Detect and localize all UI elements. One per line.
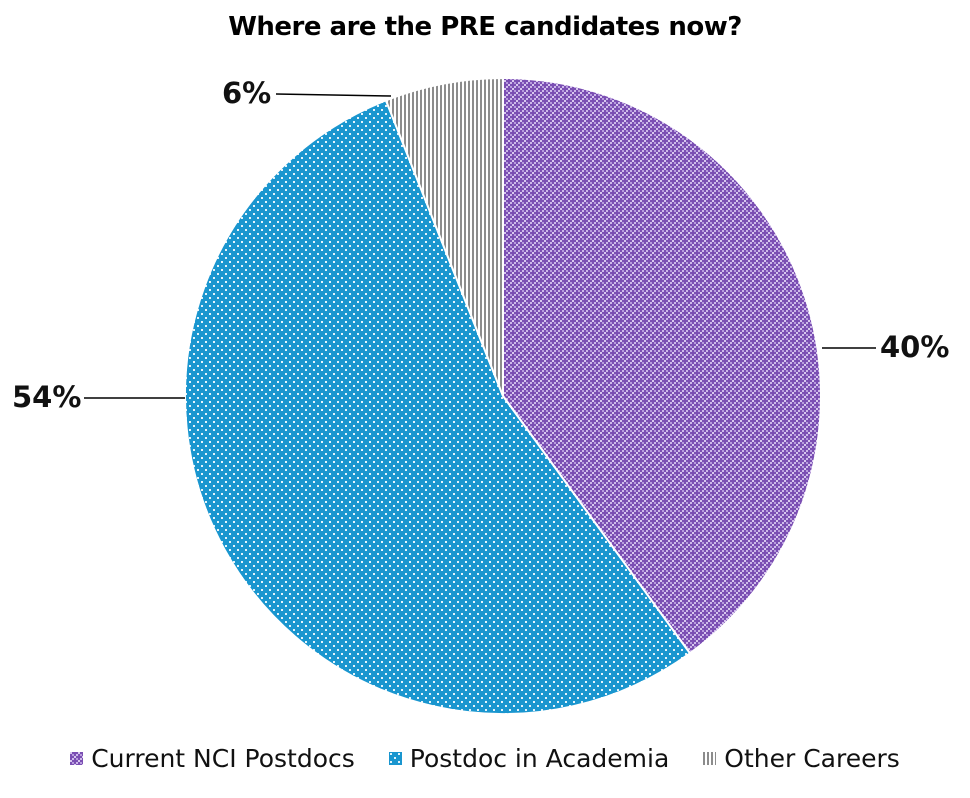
data-label-other-careers: 6% bbox=[222, 76, 272, 110]
data-label-current-nci-postdocs: 40% bbox=[880, 330, 950, 364]
legend-label: Other Careers bbox=[724, 744, 900, 773]
legend-swatch-purple bbox=[70, 752, 84, 765]
legend-label: Current NCI Postdocs bbox=[91, 744, 355, 773]
leader-lines bbox=[84, 93, 876, 399]
legend-swatch-grey bbox=[703, 752, 717, 765]
chart-title: Where are the PRE candidates now? bbox=[228, 12, 742, 42]
legend-item-other-careers: Other Careers bbox=[703, 744, 900, 773]
chart-legend: Current NCI Postdocs Postdoc in Academia… bbox=[0, 744, 970, 773]
legend-item-postdoc-in-academia: Postdoc in Academia bbox=[388, 744, 670, 773]
legend-label: Postdoc in Academia bbox=[409, 744, 670, 773]
legend-item-current-nci-postdocs: Current NCI Postdocs bbox=[70, 744, 355, 773]
data-label-postdoc-in-academia: 54% bbox=[12, 380, 82, 414]
pie-slices bbox=[184, 76, 822, 715]
slice-postdoc-in-academia bbox=[184, 99, 692, 715]
slice-other-careers bbox=[384, 76, 504, 397]
legend-swatch-blue bbox=[388, 752, 402, 765]
slice-current-nci-postdocs bbox=[502, 76, 822, 655]
